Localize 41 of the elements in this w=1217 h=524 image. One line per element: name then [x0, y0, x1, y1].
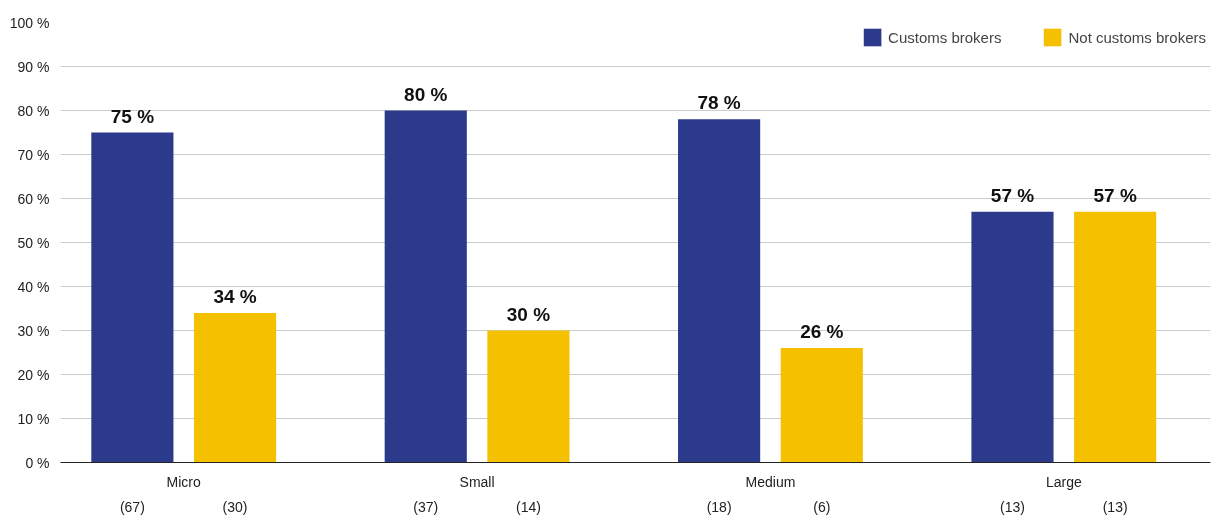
- x-tick-label: Micro: [166, 473, 202, 490]
- y-tick-label: 20 %: [17, 366, 50, 383]
- text: (13): [1000, 498, 1025, 515]
- data-label: 80 %: [404, 83, 448, 105]
- bar: [384, 110, 467, 463]
- x-tick-label: Medium: [745, 473, 796, 490]
- data-label: 57 %: [1093, 184, 1137, 206]
- data-label: 30 %: [506, 303, 551, 325]
- bar: [780, 348, 863, 463]
- data-label: 75 %: [110, 105, 155, 127]
- legend-label: Customs brokers: [888, 28, 1002, 46]
- x-tick-label: Small: [459, 473, 495, 490]
- y-tick-label: 70 %: [17, 146, 50, 163]
- y-tick-label: 40 %: [17, 278, 50, 295]
- data-label: 26 %: [800, 321, 844, 343]
- data-label: 78 %: [697, 92, 741, 114]
- text: (37): [413, 498, 439, 515]
- x-tick-label: Large: [1045, 473, 1082, 490]
- text: (67): [119, 498, 145, 515]
- y-tick-label: 90 %: [17, 58, 50, 75]
- bar: [678, 119, 761, 463]
- y-tick-label: 60 %: [17, 190, 50, 207]
- text: (30): [222, 498, 248, 515]
- data-label: 57 %: [990, 184, 1035, 206]
- text: (6): [813, 498, 831, 515]
- bar: [91, 132, 174, 463]
- y-tick-label: 30 %: [17, 322, 50, 339]
- text: (18): [706, 498, 732, 515]
- legend-label: Not customs brokers: [1068, 28, 1206, 46]
- y-tick-label: 50 %: [17, 234, 50, 251]
- bar: [971, 211, 1054, 463]
- y-tick-label: 10 %: [17, 410, 50, 427]
- bar: [487, 330, 570, 463]
- bar: [193, 312, 277, 463]
- y-tick-label: 100 %: [9, 14, 50, 31]
- data-label: 34 %: [213, 285, 257, 307]
- bar: [1074, 211, 1157, 463]
- y-tick-label: 80 %: [17, 102, 50, 119]
- text: (14): [515, 498, 541, 515]
- y-tick-label: 0 %: [25, 454, 50, 471]
- text: (13): [1102, 498, 1128, 515]
